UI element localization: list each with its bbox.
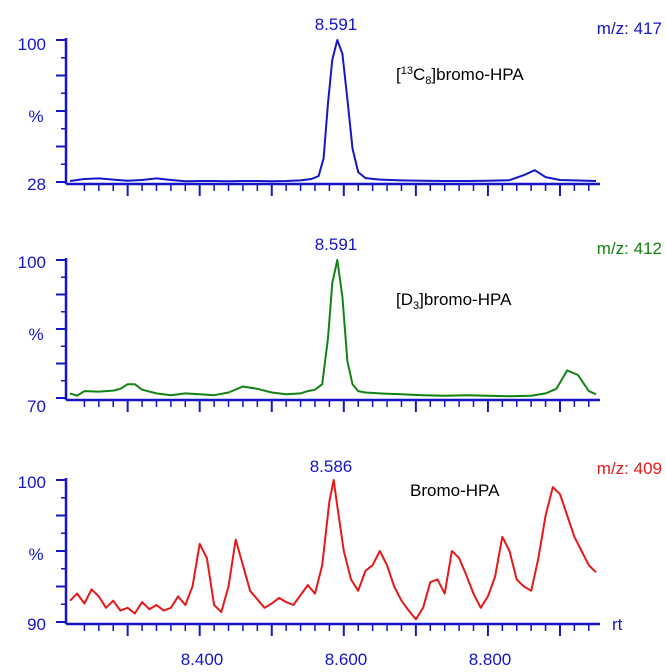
mz-label: m/z: 409 xyxy=(597,459,662,478)
series-line xyxy=(69,39,597,183)
y-tick-label-max: 100 xyxy=(18,253,46,272)
y-axis-label: % xyxy=(28,325,43,344)
compound-label: Bromo-HPA xyxy=(410,481,500,500)
y-axis-label: % xyxy=(28,545,43,564)
chromatogram-panel-m412: 100 % 70 8.591 m/z: 412 [D3]bromo-HPA xyxy=(18,235,662,416)
chromatogram-panel-m417: 100 % 28 8.591 m/z: 417 [13C8]bromo-HPA xyxy=(18,15,662,196)
x-axis-label: rt xyxy=(612,615,623,634)
peak-retention-label: 8.591 xyxy=(315,235,358,254)
mz-label: m/z: 417 xyxy=(597,19,662,38)
compound-label: [13C8]bromo-HPA xyxy=(396,65,524,87)
chromatogram-panel-m409: 100 % 90 8.586 m/z: 409 Bromo-HPA rt 8.4… xyxy=(18,457,662,669)
y-tick-label-min: 70 xyxy=(27,397,46,416)
series-line xyxy=(69,259,597,398)
series-line xyxy=(69,479,597,621)
x-tick-label: 8.400 xyxy=(181,650,224,669)
y-tick-label-min: 28 xyxy=(27,175,46,194)
x-tick-label: 8.800 xyxy=(469,650,512,669)
x-tick-label: 8.600 xyxy=(325,650,368,669)
y-tick-label-min: 90 xyxy=(27,615,46,634)
mz-label: m/z: 412 xyxy=(597,239,662,258)
y-tick-label-max: 100 xyxy=(18,473,46,492)
y-axis-label: % xyxy=(28,107,43,126)
peak-retention-label: 8.586 xyxy=(310,457,353,476)
compound-label: [D3]bromo-HPA xyxy=(396,290,512,312)
peak-retention-label: 8.591 xyxy=(315,15,358,34)
y-tick-label-max: 100 xyxy=(18,35,46,54)
